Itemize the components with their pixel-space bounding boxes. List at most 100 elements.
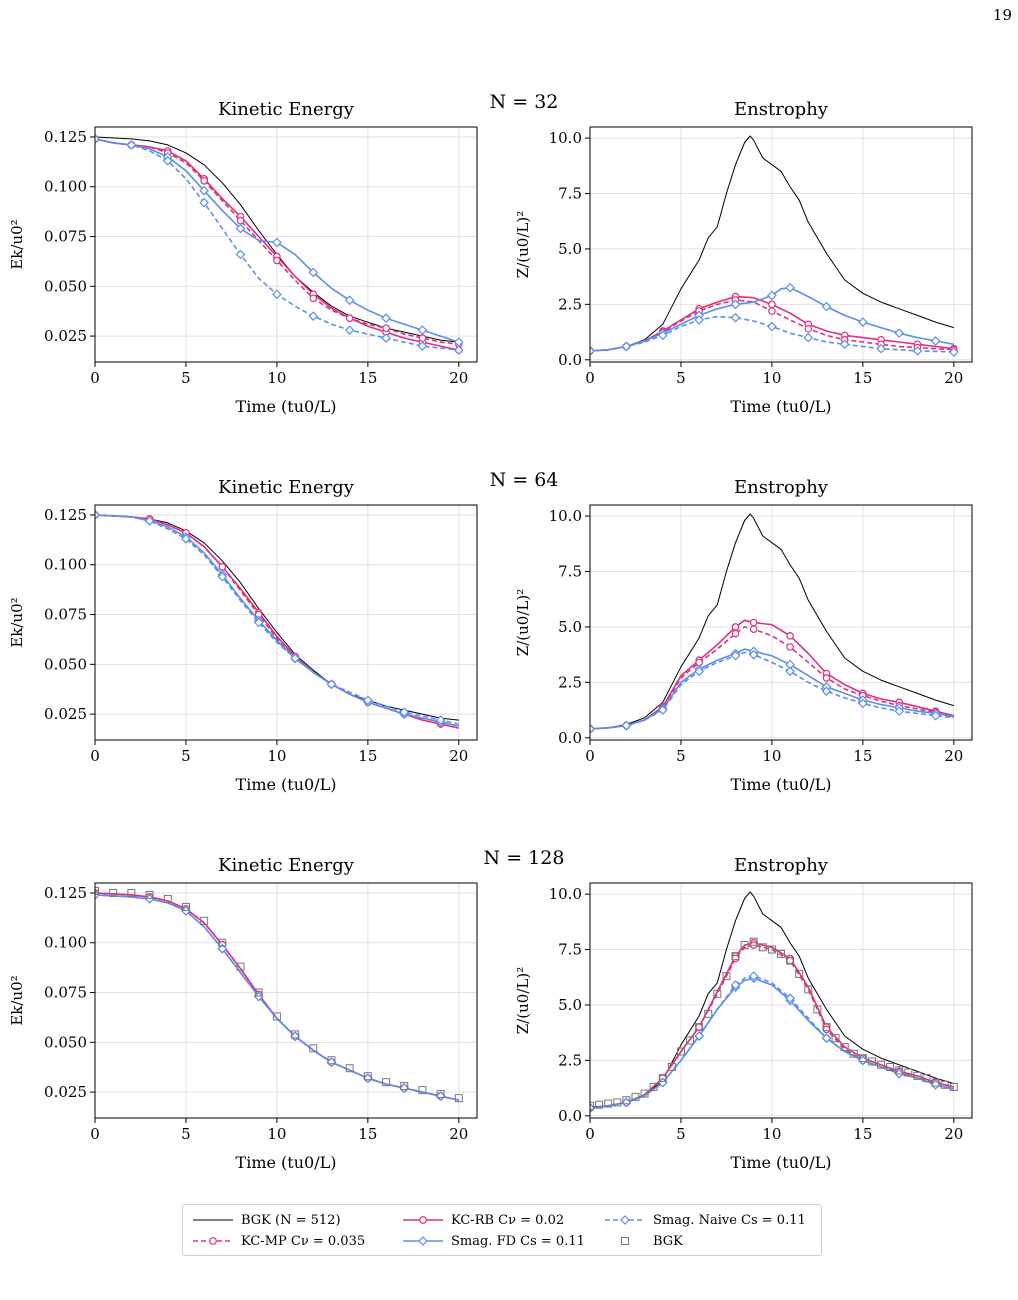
y-axis-label: Ek/u0² <box>8 597 26 647</box>
x-tick-label: 15 <box>853 747 872 765</box>
data-point-smagnaive <box>308 311 319 322</box>
data-point-kcmp <box>786 643 794 651</box>
legend-swatch-smagnaive <box>605 1215 645 1225</box>
data-point-bgk <box>667 1063 676 1072</box>
x-axis-label: Time (tu0/L) <box>236 775 337 794</box>
x-axis-label: Time (tu0/L) <box>731 397 832 416</box>
data-point-bgk <box>181 902 190 911</box>
data-point-bgk <box>604 1099 613 1108</box>
data-point-smagnaive <box>381 333 391 343</box>
plot-frame <box>589 504 973 741</box>
data-point-kcmp <box>695 1023 703 1031</box>
y-axis-label: Z/(u0/L)² <box>514 211 532 278</box>
series-line-bgk512 <box>590 135 954 352</box>
data-point-kcmp <box>731 629 740 638</box>
series-group <box>590 891 958 1113</box>
x-tick-label: 10 <box>267 369 286 387</box>
plot-frame <box>94 882 478 1119</box>
data-point-kcrb <box>749 618 758 627</box>
plot-frame <box>589 126 973 363</box>
legend-item-smagnaive: Smag. Naive Cs = 0.11 <box>603 1210 806 1230</box>
x-tick-label: 5 <box>676 747 686 765</box>
y-tick-label: 7.5 <box>558 563 582 581</box>
data-point-bgk <box>886 1063 895 1072</box>
chart-title: Kinetic Energy <box>218 99 355 120</box>
data-point-bgk <box>731 952 740 961</box>
data-point-bgk <box>418 1086 427 1095</box>
data-point-bgk <box>622 1096 631 1105</box>
data-point-smagnaive <box>730 650 741 661</box>
y-tick-label: 10.0 <box>549 129 582 147</box>
data-point-smagnaive <box>217 571 228 582</box>
y-tick-label: 7.5 <box>558 185 582 203</box>
x-tick-label: 20 <box>944 1125 963 1143</box>
data-point-bgk <box>254 988 263 997</box>
data-point-smagfd <box>344 295 355 306</box>
data-point-smagnaive <box>730 312 741 323</box>
x-tick-label: 20 <box>449 369 468 387</box>
chart-title: Kinetic Energy <box>218 855 355 876</box>
y-tick-label: 0.125 <box>44 506 87 524</box>
data-point-smagfd <box>381 313 391 324</box>
data-point-smagnaive <box>694 315 704 325</box>
data-point-smagnaive <box>657 330 668 341</box>
legend-swatch-smagfd <box>403 1236 443 1246</box>
legend-label-smagfd: Smag. FD Cs = 0.11 <box>451 1233 585 1249</box>
x-tick-label: 15 <box>358 369 377 387</box>
data-point-smagnaive <box>435 715 446 725</box>
row-title: N = 32 <box>490 91 559 113</box>
y-tick-label: 0.075 <box>44 228 87 246</box>
data-point-smagnaive <box>839 339 850 350</box>
data-point-bgk <box>867 1057 876 1066</box>
data-point-smagnaive <box>621 720 632 731</box>
data-point-smagnaive <box>621 341 632 352</box>
legend-swatch-bgk512 <box>193 1219 233 1221</box>
data-point-bgk <box>109 888 118 897</box>
plot-frame <box>589 882 973 1119</box>
y-tick-label: 0.0 <box>558 1107 582 1125</box>
x-axis-label: Time (tu0/L) <box>236 397 337 416</box>
y-tick-label: 2.5 <box>558 673 582 691</box>
data-point-smagnaive <box>363 695 373 706</box>
data-point-smagnaive <box>95 510 100 520</box>
data-point-smagnaive <box>253 617 264 628</box>
row-title: N = 128 <box>484 847 565 869</box>
series-group <box>95 886 463 1103</box>
data-point-smagnaive <box>272 289 282 300</box>
data-point-bgk <box>309 1044 318 1053</box>
data-point-smagnaive <box>453 345 464 355</box>
data-point-smagnaive <box>399 707 410 717</box>
data-point-smagnaive <box>621 1097 632 1108</box>
x-tick-label: 20 <box>944 369 963 387</box>
y-tick-label: 10.0 <box>549 885 582 903</box>
x-tick-label: 20 <box>944 747 963 765</box>
legend-item-smagfd: Smag. FD Cs = 0.11 <box>401 1231 585 1251</box>
data-point-smagnaive <box>694 666 704 677</box>
y-tick-label: 0.100 <box>44 556 87 574</box>
data-point-bgk <box>291 1030 300 1039</box>
data-point-bgk <box>345 1064 354 1073</box>
series-line-smagnaive <box>590 975 954 1109</box>
data-point-bgk <box>686 1036 695 1045</box>
data-point-bgk <box>813 1005 822 1014</box>
data-point-smagnaive <box>162 156 173 166</box>
data-point-kcmp <box>804 324 813 333</box>
data-point-bgk <box>363 1072 372 1081</box>
data-point-bgk <box>904 1068 913 1077</box>
data-point-bgk <box>758 943 767 952</box>
data-point-bgk <box>713 989 722 998</box>
data-point-smagnaive <box>326 679 337 690</box>
legend-item-kcrb: KC-RB Cν = 0.02 <box>401 1210 564 1230</box>
y-axis-label: Z/(u0/L)² <box>514 589 532 656</box>
data-point-bgk <box>840 1043 849 1052</box>
data-point-bgk <box>849 1049 858 1058</box>
data-point-bgk <box>767 945 776 954</box>
chart-panel-2: 0 5 10 15 20 0.0 2.5 5.0 7.5 10.0 Time (tu0/L) Z/(u… <box>514 99 973 416</box>
data-point-bgk <box>749 937 758 946</box>
data-point-smagfd <box>858 317 868 327</box>
data-point-bgk <box>382 1078 391 1087</box>
legend-label-bgk: BGK <box>653 1233 683 1249</box>
data-point-bgk <box>218 938 227 947</box>
data-point-smagnaive <box>235 249 246 260</box>
data-point-bgk <box>631 1092 640 1101</box>
